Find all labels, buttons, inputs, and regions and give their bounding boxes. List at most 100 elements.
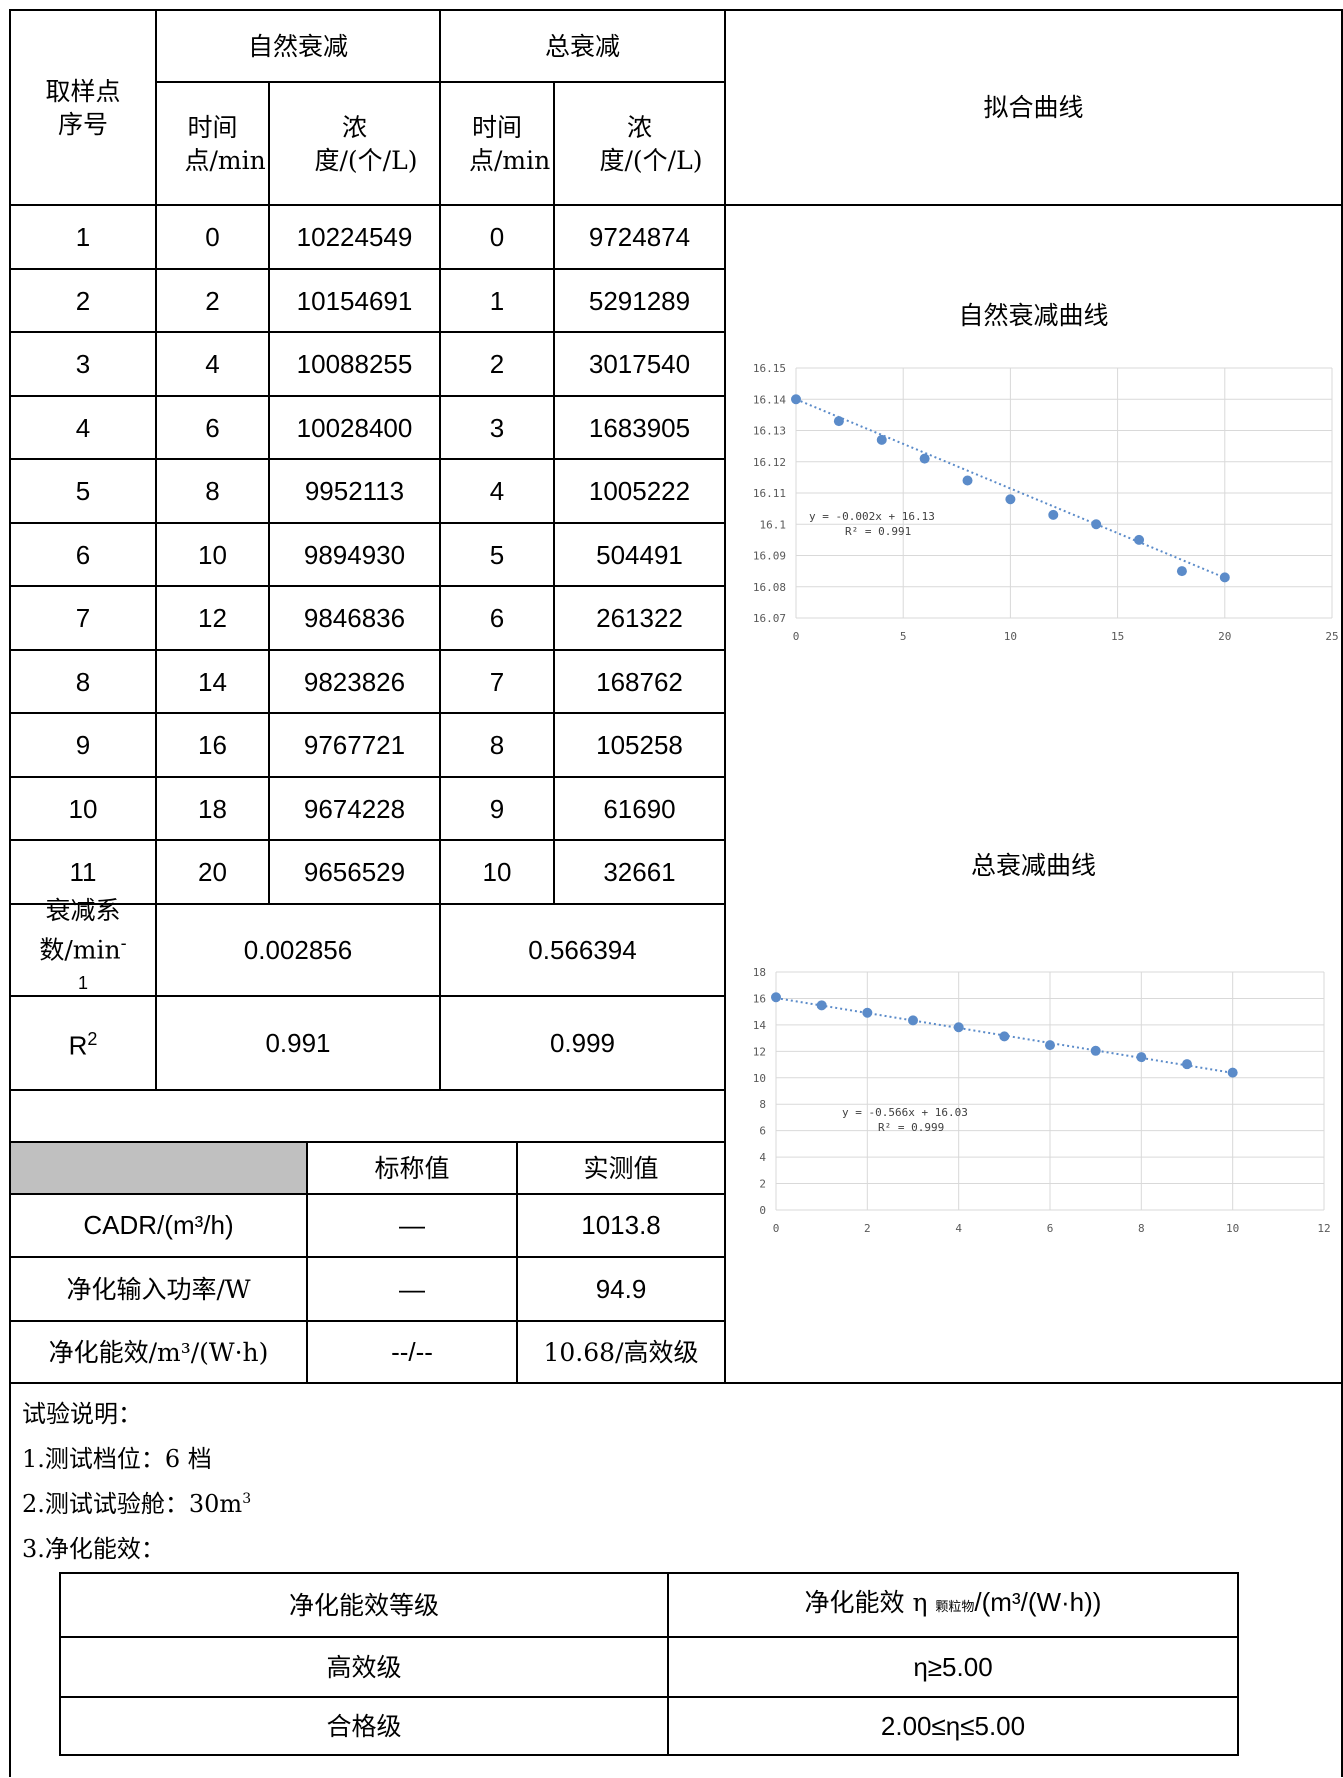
cell-nat-c: 9674228 <box>303 793 406 824</box>
power-nominal: — <box>399 1273 425 1304</box>
grade-col2-header: 净化能效 η 颗粒物/(m³/(W·h)) <box>804 1587 1102 1617</box>
total-conc-header: 浓度/(个/L) <box>599 112 703 175</box>
cell-tot-t: 0 <box>489 221 505 252</box>
natural-decay-header: 自然衰减 <box>247 31 348 61</box>
grade-table <box>59 1572 1239 1756</box>
cadr-measured: 1013.8 <box>581 1210 661 1240</box>
blank-header-cell <box>11 1143 306 1193</box>
fit-curve-header: 拟合曲线 <box>983 93 1084 122</box>
x-tick-label: 8 <box>1138 1222 1145 1235</box>
decay-natural-value: 0.002856 <box>243 934 353 965</box>
cell-tot-c: 5291289 <box>588 285 691 316</box>
cell-tot-t: 10 <box>482 856 512 887</box>
notes-heading: 试验说明： <box>22 1400 142 1428</box>
decay-total-value: 0.566394 <box>528 934 637 965</box>
cell-nat-t: 2 <box>205 285 220 316</box>
r2-natural-value: 0.991 <box>265 1027 331 1058</box>
cell-no: 10 <box>68 793 98 824</box>
cell-nat-c: 10028400 <box>296 412 413 443</box>
efficiency-label: 净化能效/m³/(W·h) <box>48 1337 269 1367</box>
total-decay-header: 总衰减 <box>544 31 620 61</box>
x-tick-label: 10 <box>1226 1222 1239 1235</box>
y-tick-label: 14 <box>753 1019 767 1032</box>
cadr-nominal: — <box>399 1210 425 1240</box>
cell-nat-c: 10154691 <box>296 285 413 316</box>
cell-nat-c: 10224549 <box>296 221 413 252</box>
cell-nat-t: 0 <box>205 221 220 252</box>
cell-no: 5 <box>75 475 91 506</box>
power-measured: 94.9 <box>595 1273 647 1304</box>
data-point <box>1090 1045 1101 1056</box>
power-label: 净化输入功率/W <box>66 1274 251 1304</box>
data-point <box>1091 519 1102 530</box>
cell-tot-t: 4 <box>489 475 505 506</box>
cell-tot-c: 504491 <box>596 539 683 570</box>
y-tick-label: 18 <box>753 966 766 979</box>
cell-nat-t: 12 <box>198 602 227 633</box>
cadr-label: CADR/(m³/h) <box>83 1210 234 1240</box>
cell-no: 11 <box>69 856 97 887</box>
data-point <box>816 1000 827 1011</box>
natural-conc-header: 浓度/(个/L) <box>314 112 418 175</box>
cell-tot-c: 61690 <box>603 793 676 824</box>
y-tick-label: 4 <box>759 1151 766 1164</box>
y-tick-label: 16.15 <box>753 362 786 375</box>
chart2-title: 总衰减曲线 <box>970 850 1096 880</box>
data-point <box>919 453 930 464</box>
cell-nat-t: 10 <box>198 539 227 570</box>
cell-no: 6 <box>75 539 91 570</box>
note-item-2: 2.测试试验舱：30m3 <box>22 1490 252 1518</box>
x-tick-label: 2 <box>864 1222 871 1235</box>
cell-tot-c: 9724874 <box>588 221 691 252</box>
data-point <box>1182 1059 1192 1070</box>
efficiency-nominal: --/-- <box>391 1336 433 1367</box>
cell-nat-t: 4 <box>205 348 220 379</box>
cell-nat-t: 18 <box>198 793 227 824</box>
grade-row1-grade: 高效级 <box>326 1652 402 1682</box>
cell-tot-c: 1005222 <box>588 475 691 506</box>
cell-nat-t: 16 <box>198 729 227 760</box>
efficiency-measured: 10.68/高效级 <box>543 1337 699 1367</box>
data-point <box>876 434 887 445</box>
data-point <box>1048 509 1059 520</box>
data-point <box>999 1031 1010 1042</box>
y-tick-label: 6 <box>759 1125 766 1138</box>
cell-nat-t: 14 <box>198 666 227 697</box>
x-tick-label: 15 <box>1111 630 1124 643</box>
grade-row1-range: η≥5.00 <box>913 1651 993 1682</box>
cell-tot-c: 168762 <box>596 666 683 697</box>
grade-col1-header: 净化能效等级 <box>288 1590 439 1620</box>
sample-no-header: 取样点序号 <box>45 76 121 139</box>
x-tick-label: 20 <box>1218 630 1231 643</box>
data-point <box>1227 1067 1238 1078</box>
x-tick-label: 4 <box>955 1222 962 1235</box>
x-tick-label: 0 <box>773 1222 780 1235</box>
cell-no: 8 <box>75 666 91 697</box>
y-tick-label: 16.14 <box>753 393 786 406</box>
data-point <box>1005 494 1016 505</box>
trendline-r2: R² = 0.991 <box>845 525 911 538</box>
y-tick-label: 2 <box>759 1178 766 1191</box>
data-point <box>1134 534 1145 545</box>
data-point <box>791 394 801 405</box>
cell-no: 4 <box>75 412 91 443</box>
natural-time-header: 时间点/min <box>184 112 266 175</box>
y-tick-label: 12 <box>753 1045 766 1058</box>
y-tick-label: 16 <box>753 992 766 1005</box>
y-tick-label: 0 <box>759 1204 766 1217</box>
cell-nat-t: 6 <box>205 412 220 443</box>
grade-row2-grade: 合格级 <box>326 1711 402 1741</box>
cell-nat-c: 9894930 <box>303 539 406 570</box>
data-point <box>1045 1040 1055 1051</box>
cell-tot-c: 261322 <box>596 602 683 633</box>
measured-header: 实测值 <box>583 1153 659 1183</box>
x-tick-label: 12 <box>1317 1222 1330 1235</box>
cell-nat-c: 9656529 <box>303 856 406 887</box>
data-point <box>1136 1052 1147 1063</box>
y-tick-label: 16.1 <box>760 518 787 531</box>
trendline-r2: R² = 0.999 <box>878 1121 944 1134</box>
y-tick-label: 8 <box>759 1098 766 1111</box>
x-tick-label: 0 <box>793 630 800 643</box>
decay-label: 衰减系数/min-1 <box>39 896 127 993</box>
cell-nat-t: 8 <box>205 475 220 506</box>
